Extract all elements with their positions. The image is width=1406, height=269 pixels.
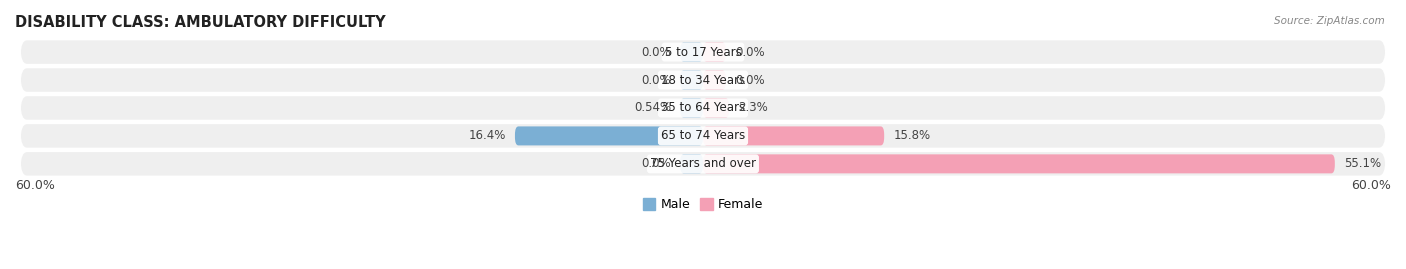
Text: 60.0%: 60.0% [1351,179,1391,192]
FancyBboxPatch shape [703,43,725,62]
FancyBboxPatch shape [681,70,703,90]
Text: 65 to 74 Years: 65 to 74 Years [661,129,745,142]
Text: 55.1%: 55.1% [1344,157,1381,170]
FancyBboxPatch shape [21,68,1385,92]
Text: 16.4%: 16.4% [468,129,506,142]
FancyBboxPatch shape [21,152,1385,176]
Text: 5 to 17 Years: 5 to 17 Years [665,45,741,59]
Text: 0.0%: 0.0% [735,73,765,87]
Legend: Male, Female: Male, Female [638,193,768,216]
FancyBboxPatch shape [21,40,1385,64]
Text: 35 to 64 Years: 35 to 64 Years [661,101,745,115]
Text: 75 Years and over: 75 Years and over [650,157,756,170]
Text: Source: ZipAtlas.com: Source: ZipAtlas.com [1274,16,1385,26]
FancyBboxPatch shape [681,43,703,62]
FancyBboxPatch shape [21,124,1385,148]
Text: 0.0%: 0.0% [735,45,765,59]
FancyBboxPatch shape [21,96,1385,120]
FancyBboxPatch shape [681,98,703,118]
Text: 0.54%: 0.54% [634,101,671,115]
FancyBboxPatch shape [703,98,730,118]
Text: 60.0%: 60.0% [15,179,55,192]
FancyBboxPatch shape [703,70,725,90]
FancyBboxPatch shape [703,126,884,146]
FancyBboxPatch shape [703,154,1334,173]
FancyBboxPatch shape [681,154,703,173]
Text: 0.0%: 0.0% [641,73,671,87]
Text: 18 to 34 Years: 18 to 34 Years [661,73,745,87]
Text: 0.0%: 0.0% [641,157,671,170]
Text: 15.8%: 15.8% [893,129,931,142]
FancyBboxPatch shape [515,126,703,146]
Text: 0.0%: 0.0% [641,45,671,59]
Text: DISABILITY CLASS: AMBULATORY DIFFICULTY: DISABILITY CLASS: AMBULATORY DIFFICULTY [15,15,385,30]
Text: 2.3%: 2.3% [738,101,768,115]
